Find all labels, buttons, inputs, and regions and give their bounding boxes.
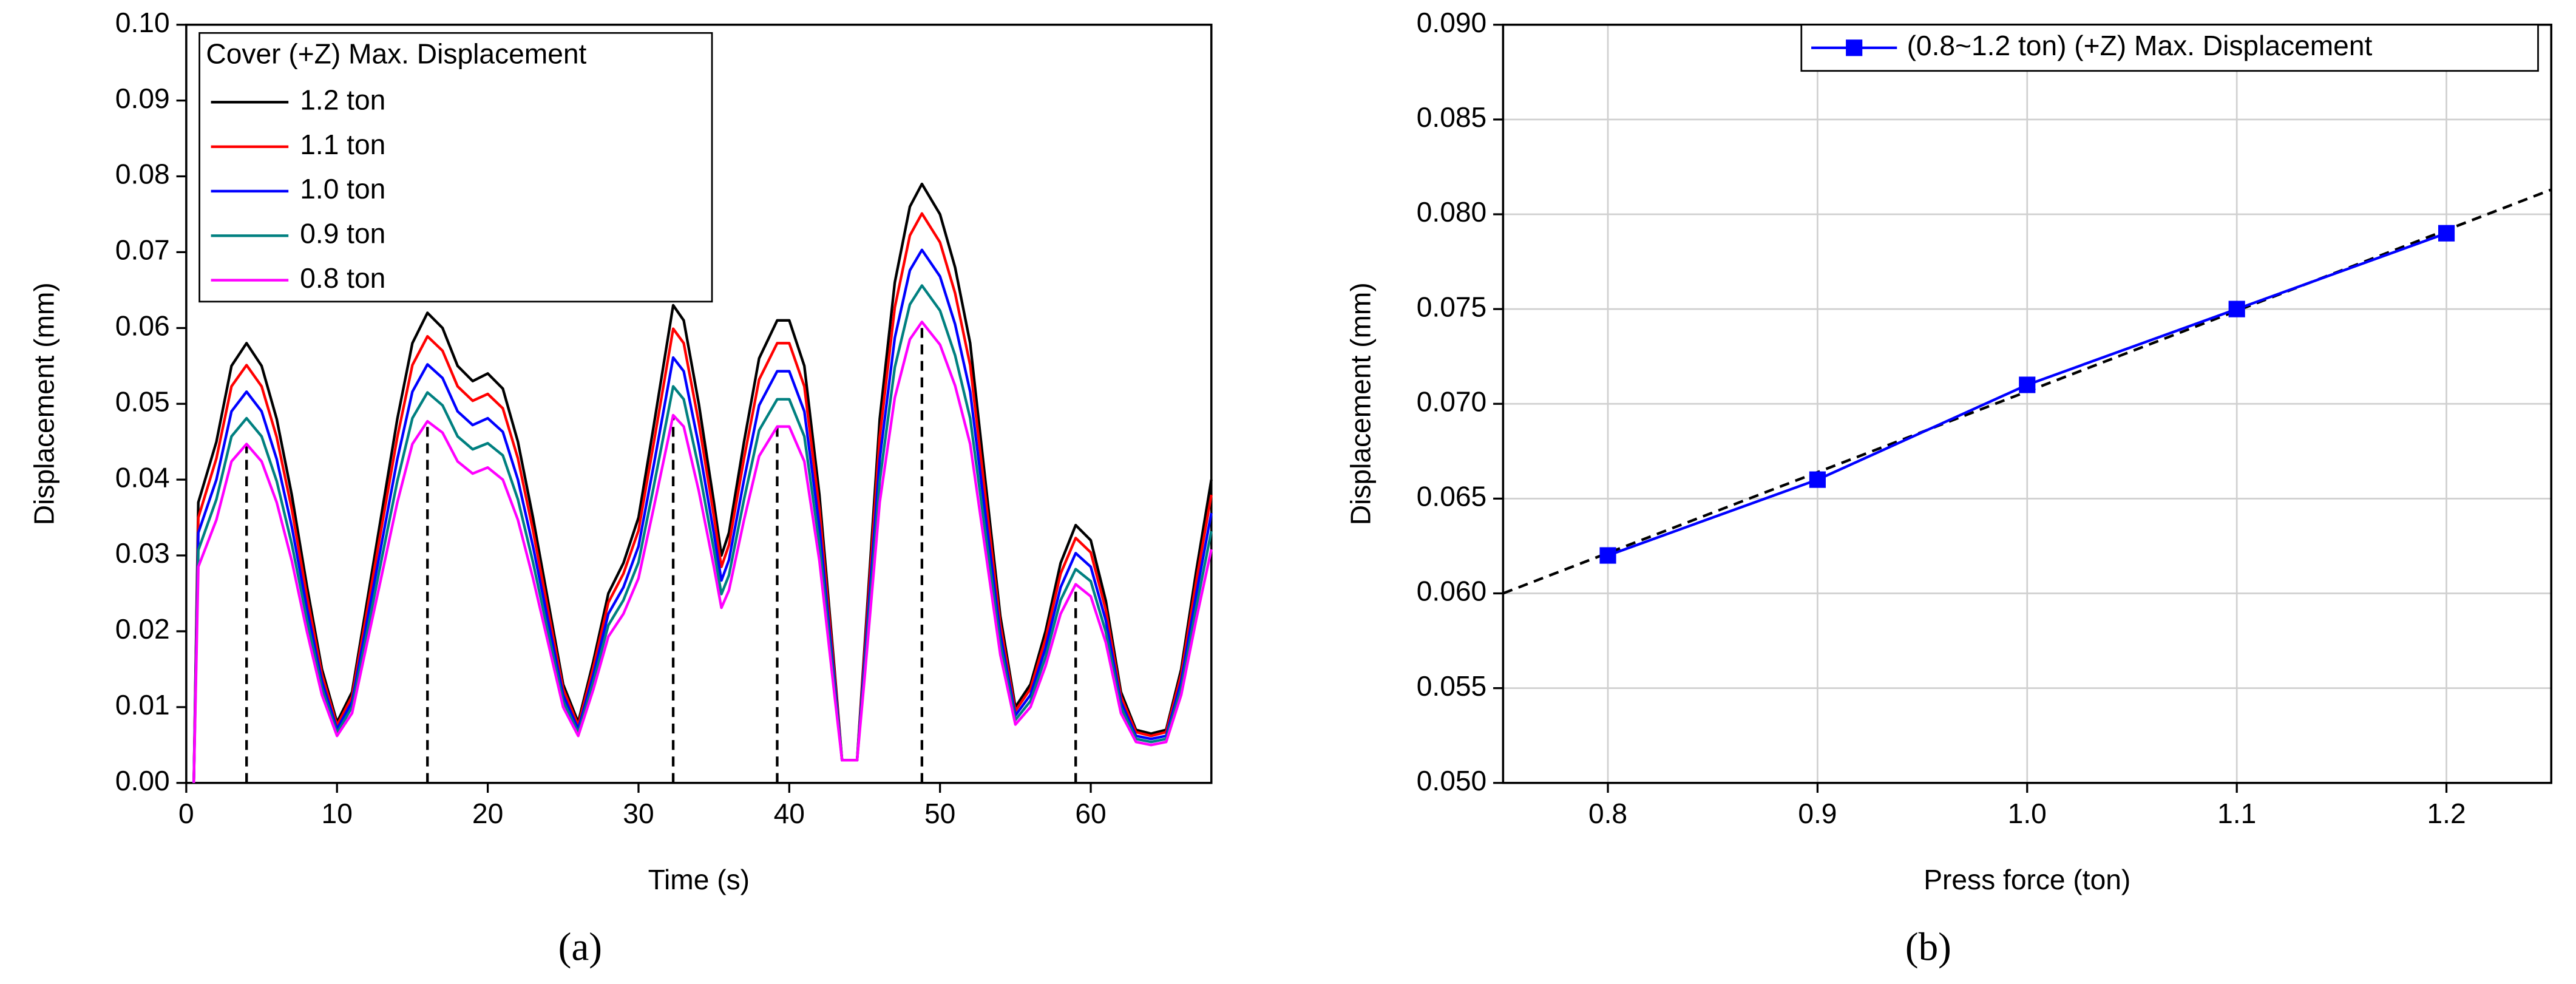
marker [2438,225,2455,242]
x-tick-label: 20 [472,798,503,829]
marker [2019,376,2036,393]
x-tick-label: 10 [322,798,353,829]
series-line [192,212,1213,783]
y-tick-label: 0.10 [115,7,170,38]
y-tick-label: 0.085 [1417,101,1486,133]
x-tick-label: 1.2 [2427,798,2466,829]
legend-label: 0.8 ton [300,262,385,294]
y-tick-label: 0.09 [115,83,170,114]
x-tick-label: 50 [924,798,955,829]
y-tick-label: 0.06 [115,310,170,342]
x-tick-label: 1.0 [2008,798,2047,829]
y-tick-label: 0.055 [1417,670,1486,702]
x-tick-label: 0.9 [1798,798,1837,829]
x-tick-label: 30 [623,798,654,829]
y-tick-label: 0.04 [115,461,170,493]
series-line [192,248,1213,783]
y-tick-label: 0.050 [1417,765,1486,796]
x-tick-label: 1.1 [2217,798,2256,829]
caption: (a) [558,926,602,969]
y-axis-label: Displacement (mm) [28,282,59,525]
legend-label: (0.8~1.2 ton) (+Z) Max. Displacement [1907,30,2373,61]
x-axis-label: Press force (ton) [1924,864,2130,895]
y-tick-label: 0.05 [115,385,170,417]
y-tick-label: 0.08 [115,158,170,190]
y-tick-label: 0.090 [1417,7,1486,38]
marker [2228,300,2245,317]
legend-label: 1.0 ton [300,173,385,205]
y-tick-label: 0.00 [115,765,170,796]
legend-marker [1846,39,1863,56]
y-tick-label: 0.01 [115,689,170,721]
y-tick-label: 0.075 [1417,291,1486,322]
legend-label: 1.1 ton [300,129,385,160]
y-tick-label: 0.07 [115,234,170,266]
y-tick-label: 0.080 [1417,196,1486,228]
y-axis-label: Displacement (mm) [1345,282,1377,525]
x-tick-label: 0.8 [1588,798,1627,829]
marker [1809,471,1826,488]
x-tick-label: 40 [774,798,805,829]
y-tick-label: 0.070 [1417,385,1486,417]
marker [1599,547,1616,564]
series-line [192,321,1213,783]
legend-label: 1.2 ton [300,84,385,116]
y-tick-label: 0.03 [115,537,170,569]
x-axis-label: Time (s) [648,864,750,895]
legend-box [198,32,713,303]
legend-box [1800,24,2539,72]
x-tick-label: 60 [1075,798,1106,829]
y-tick-label: 0.065 [1417,481,1486,512]
legend-title: Cover (+Z) Max. Displacement [206,38,586,70]
series-line [192,284,1213,783]
y-tick-label: 0.060 [1417,575,1486,607]
y-tick-label: 0.02 [115,613,170,645]
x-tick-label: 0 [178,798,194,829]
plot-frame [185,23,1213,784]
caption: (b) [1905,926,1951,969]
legend-label: 0.9 ton [300,217,385,249]
